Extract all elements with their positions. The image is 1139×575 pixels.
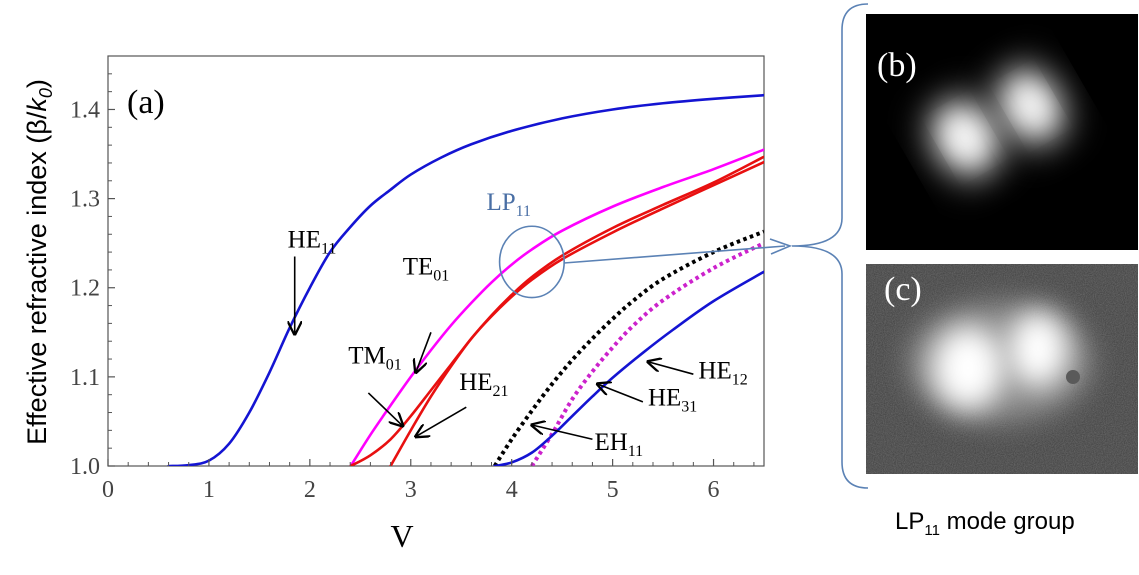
- series-line-tm01: [349, 155, 764, 466]
- x-tick-label: 2: [304, 477, 316, 503]
- annotation-label-he12: HE12: [698, 358, 747, 389]
- annotation-arrow-te01: [416, 332, 432, 372]
- annotation-label-he31: HE31: [648, 384, 697, 415]
- mode-group-caption: LP11 mode group: [895, 508, 1075, 539]
- x-tick-label: 0: [102, 477, 114, 503]
- annotation-label-he21: HE21: [459, 369, 508, 400]
- annotation-label-he11: HE11: [288, 227, 337, 258]
- panel-label: (a): [127, 84, 165, 121]
- lobe-left-b-core: [949, 119, 981, 157]
- annotation-arrow-he31: [597, 384, 644, 403]
- y-tick-label: 1.3: [70, 187, 100, 213]
- y-tick-label: 1.0: [70, 454, 100, 480]
- annotation-arrow-he21: [416, 406, 467, 436]
- y-tick-label: 1.2: [70, 276, 100, 302]
- x-tick-label: 6: [708, 477, 720, 503]
- lp11-circle: [498, 225, 565, 299]
- x-axis-label: V: [390, 518, 413, 554]
- mode-image-b: (b): [866, 14, 1138, 250]
- x-tick-label: 1: [203, 477, 215, 503]
- y-axis-label-k: k: [22, 97, 52, 112]
- series-line-he21: [389, 160, 764, 466]
- connector-arrow: [563, 245, 786, 264]
- curly-bracket: [791, 3, 869, 489]
- y-axis-label-close: ): [22, 79, 52, 88]
- x-tick-label: 3: [405, 477, 417, 503]
- lobe-right-c: [1008, 311, 1068, 387]
- mode-image-c: (c): [866, 264, 1138, 474]
- connector-arrowhead: [769, 238, 793, 255]
- x-tick-label: 5: [607, 477, 619, 503]
- mode-image-b-background: [866, 14, 1138, 250]
- line-chart: 0 1 2 3 4 5 6 1.0 1.1 1.2 1.3 1.4 HE11 TE01 TM01 HE21 E…: [22, 55, 765, 554]
- series-line-he12: [493, 270, 764, 466]
- series-line-eh11: [493, 229, 764, 466]
- y-tick-label: 1.4: [70, 97, 100, 123]
- y-axis-label-main: Effective refractive index (β/: [22, 111, 52, 445]
- y-axis-label-sub: 0: [36, 88, 56, 98]
- caption-rest: mode group: [940, 508, 1075, 535]
- lobe-left-c: [932, 326, 1004, 410]
- annotation-label-eh11: EH11: [594, 429, 643, 460]
- panel-c-label: (c): [884, 271, 922, 308]
- annotation-arrow-tm01: [367, 392, 402, 426]
- annotation-label-te01: TE01: [403, 253, 450, 284]
- lobe-right-b-core: [1015, 87, 1047, 125]
- x-tick-label: 4: [506, 477, 518, 503]
- lp11-label: LP11: [486, 189, 531, 220]
- series-line-he11: [167, 93, 764, 466]
- series-layer: [167, 93, 764, 466]
- annotation-arrow-eh11: [532, 425, 593, 441]
- y-tick-label: 1.1: [70, 365, 100, 391]
- series-line-te01: [349, 148, 764, 466]
- y-axis-label: Effective refractive index (β/k0): [22, 79, 56, 445]
- annotation-arrow-he12: [648, 362, 694, 375]
- caption-base: LP: [895, 508, 924, 535]
- panel-b-label: (b): [877, 47, 917, 84]
- defect-spot-c: [1066, 370, 1080, 384]
- series-line-he31: [530, 241, 764, 466]
- annotation-label-tm01: TM01: [348, 343, 402, 374]
- ticks-layer: 0 1 2 3 4 5 6 1.0 1.1 1.2 1.3 1.4: [70, 73, 755, 503]
- plot-frame: [107, 55, 765, 467]
- caption-sub: 11: [924, 522, 940, 539]
